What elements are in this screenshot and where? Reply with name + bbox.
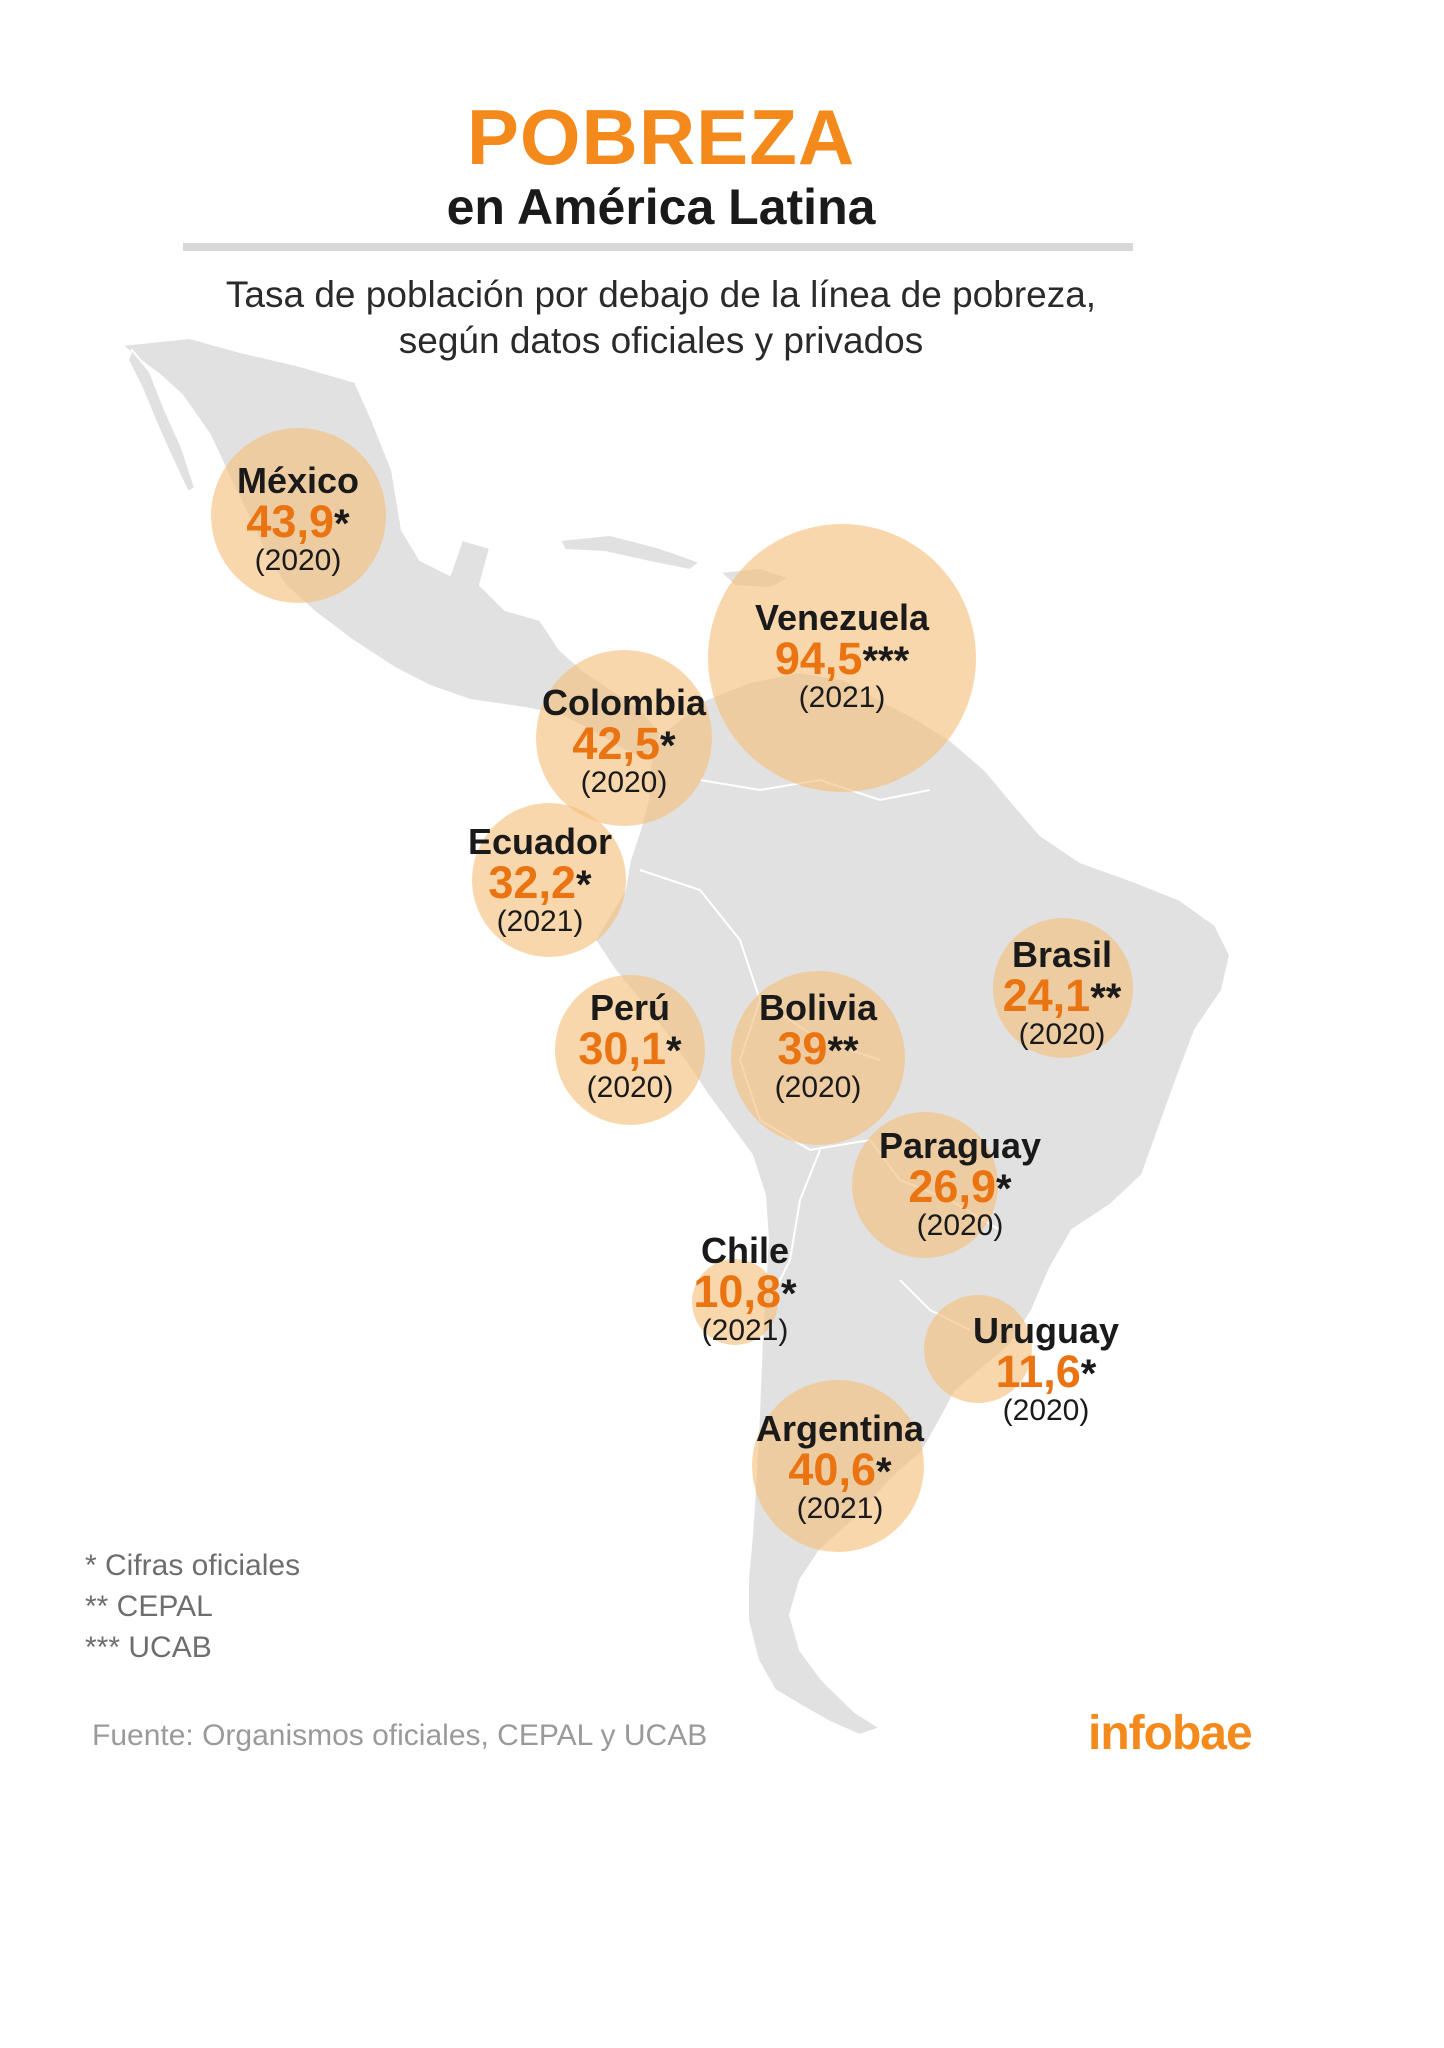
country-year: (2021) xyxy=(701,1314,789,1347)
bubble-bolivia xyxy=(731,971,905,1145)
country-label-uruguay: Uruguay 11,6* (2020) xyxy=(946,1313,1146,1426)
country-year: (2020) xyxy=(1002,1394,1090,1427)
country-label-colombia: Colombia 42,5* (2020) xyxy=(514,685,734,798)
country-name: Paraguay xyxy=(878,1125,1042,1166)
country-name: Perú xyxy=(589,987,671,1028)
legend-item-cepal: ** CEPAL xyxy=(85,1590,213,1623)
country-label-mexico: México 43,9* (2020) xyxy=(218,463,378,576)
country-year: (2020) xyxy=(916,1209,1004,1242)
bubble-brasil xyxy=(993,918,1133,1058)
country-name: Bolivia xyxy=(758,987,878,1028)
country-label-argentina: Argentina 40,6* (2021) xyxy=(730,1411,950,1524)
country-label-chile: Chile 10,8* (2021) xyxy=(660,1233,830,1346)
country-label-ecuador: Ecuador 32,2* (2021) xyxy=(430,824,650,937)
country-year: (2020) xyxy=(580,766,668,799)
country-name: Brasil xyxy=(1011,934,1113,975)
country-year: (2020) xyxy=(1018,1018,1106,1051)
country-source-marker: * xyxy=(660,724,676,768)
country-source-marker: * xyxy=(781,1272,797,1316)
country-source-marker: * xyxy=(996,1167,1012,1211)
country-year: (2020) xyxy=(774,1071,862,1104)
source-legend: * Cifras oficiales ** CEPAL *** UCAB xyxy=(85,1545,300,1668)
country-value: 32,2 xyxy=(488,857,576,908)
country-name: Venezuela xyxy=(754,597,930,638)
country-source-marker: ** xyxy=(827,1029,859,1073)
legend-item-official: * Cifras oficiales xyxy=(85,1549,301,1582)
country-value: 43,9 xyxy=(246,496,334,547)
description-line-2: según datos oficiales y privados xyxy=(398,320,924,361)
page-subtitle: en América Latina xyxy=(446,179,876,235)
country-source-marker: * xyxy=(576,863,592,907)
country-source-marker: *** xyxy=(862,639,910,683)
bubble-mexico xyxy=(211,428,386,603)
bubble-uruguay xyxy=(924,1295,1032,1403)
country-value: 94,5 xyxy=(774,633,863,684)
country-year: (2021) xyxy=(798,681,886,714)
country-year: (2021) xyxy=(496,905,584,938)
title-divider xyxy=(183,243,1133,251)
country-source-marker: ** xyxy=(1090,976,1122,1020)
source-note: Fuente: Organismos oficiales, CEPAL y UC… xyxy=(92,1719,708,1752)
bubble-argentina xyxy=(752,1380,924,1552)
country-year: (2020) xyxy=(254,544,342,577)
country-value: 26,9 xyxy=(908,1161,996,1212)
country-source-marker: * xyxy=(1080,1352,1097,1396)
bubble-colombia xyxy=(536,650,712,826)
page-title: POBREZA xyxy=(466,93,856,181)
cuba-land xyxy=(559,534,701,571)
country-value: 24,1 xyxy=(1002,970,1091,1021)
description-line-1: Tasa de población por debajo de la línea… xyxy=(225,274,1097,315)
page-description: Tasa de población por debajo de la línea… xyxy=(0,272,1322,364)
bubble-paraguay xyxy=(852,1112,998,1258)
country-name: México xyxy=(236,460,360,501)
country-label-bolivia: Bolivia 39** (2020) xyxy=(728,990,908,1103)
country-value: 30,1 xyxy=(578,1023,666,1074)
country-name: Chile xyxy=(700,1230,789,1271)
infobae-logo: infobae xyxy=(1088,1707,1253,1760)
bubble-chile xyxy=(692,1259,778,1345)
country-source-marker: * xyxy=(876,1450,892,1494)
country-source-marker: * xyxy=(666,1029,682,1073)
country-year: (2020) xyxy=(586,1071,674,1104)
country-label-venezuela: Venezuela 94,5*** (2021) xyxy=(722,600,962,713)
country-year: (2021) xyxy=(796,1492,884,1525)
legend-item-ucab: *** UCAB xyxy=(85,1631,212,1664)
bubble-ecuador xyxy=(472,803,626,957)
country-value: 11,6 xyxy=(995,1346,1081,1397)
country-label-brasil: Brasil 24,1** (2020) xyxy=(972,937,1152,1050)
country-label-paraguay: Paraguay 26,9* (2020) xyxy=(850,1128,1070,1241)
country-name: Uruguay xyxy=(972,1310,1120,1351)
bubble-peru xyxy=(555,975,705,1125)
country-name: Ecuador xyxy=(467,821,613,862)
country-value: 42,5 xyxy=(572,718,660,769)
country-label-peru: Perú 30,1* (2020) xyxy=(540,990,720,1103)
country-source-marker: * xyxy=(334,502,350,546)
country-name: Colombia xyxy=(541,682,706,723)
country-value: 40,6 xyxy=(788,1444,876,1495)
country-name: Argentina xyxy=(755,1408,924,1449)
baja-california-land xyxy=(127,349,196,493)
country-value: 39 xyxy=(777,1023,828,1074)
country-value: 10,8 xyxy=(693,1266,781,1317)
bubble-venezuela xyxy=(708,524,976,792)
